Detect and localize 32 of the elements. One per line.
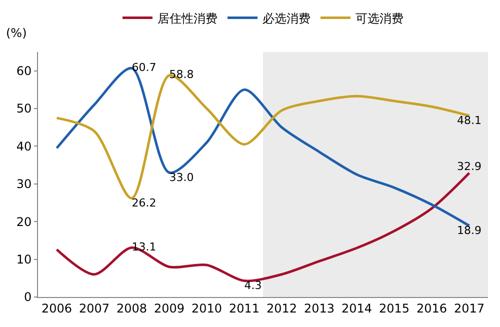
data-label: 32.9 — [457, 160, 482, 174]
data-label: 33.0 — [169, 170, 194, 184]
y-axis-title: (%) — [6, 26, 27, 40]
y-tick-label: 60 — [16, 64, 32, 78]
y-tick-label: 10 — [16, 252, 32, 267]
y-tick-label: 0 — [24, 290, 32, 304]
data-label: 58.8 — [169, 68, 194, 82]
x-tick-label: 2012 — [266, 301, 298, 316]
data-label: 48.1 — [457, 114, 482, 127]
x-tick-label: 2015 — [378, 301, 410, 316]
x-tick-label: 2006 — [41, 301, 72, 316]
x-tick-label: 2017 — [454, 301, 485, 316]
x-tick-label: 2010 — [191, 301, 222, 316]
legend-label: 必选消费 — [262, 11, 310, 26]
legend-label: 可选消费 — [356, 11, 404, 26]
x-tick-label: 2013 — [304, 301, 335, 316]
x-tick-label: 2007 — [78, 301, 110, 316]
data-label: 18.9 — [457, 224, 482, 238]
x-tick-label: 2011 — [228, 301, 260, 316]
data-label: 4.3 — [244, 279, 262, 292]
y-tick-label: 20 — [16, 214, 32, 229]
data-label: 60.7 — [132, 60, 156, 74]
x-tick-label: 2016 — [416, 301, 448, 316]
data-label: 26.2 — [132, 196, 156, 210]
x-tick-label: 2014 — [341, 301, 372, 316]
data-label: 13.1 — [132, 240, 156, 254]
legend-label: 居住性消费 — [158, 11, 218, 26]
x-tick-label: 2009 — [154, 301, 185, 316]
y-tick-label: 40 — [16, 139, 32, 154]
y-tick-label: 50 — [16, 102, 32, 116]
y-tick-label: 30 — [16, 177, 32, 192]
x-tick-label: 2008 — [116, 301, 148, 316]
